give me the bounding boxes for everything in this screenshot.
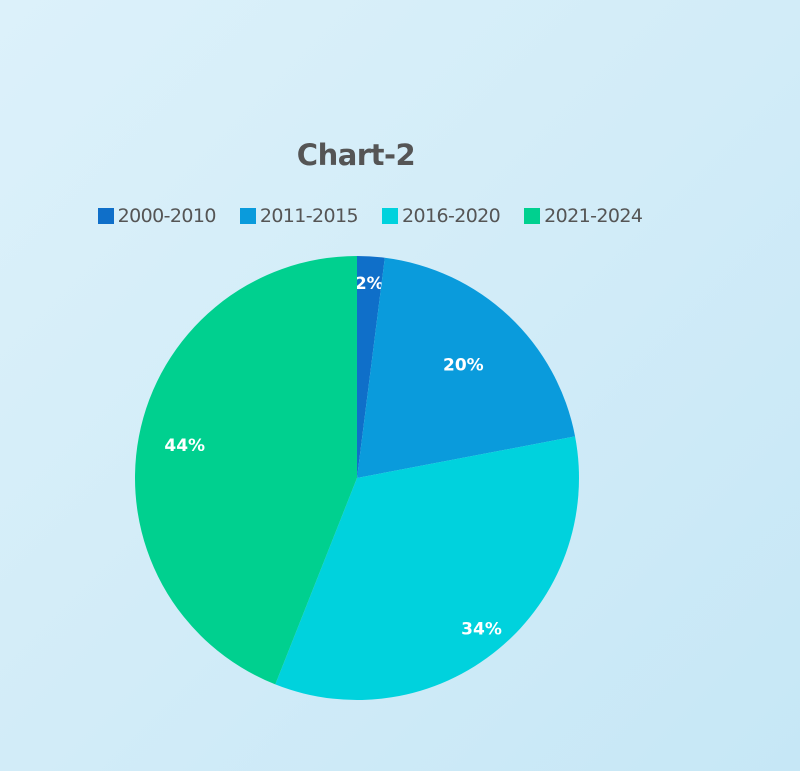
legend-label: 2021-2024 xyxy=(544,205,643,227)
legend-label: 2016-2020 xyxy=(402,205,501,227)
legend-label: 2011-2015 xyxy=(259,205,359,227)
data-label-2021-2024: 44% xyxy=(164,436,205,456)
legend-swatch xyxy=(97,208,114,224)
chart-legend: 2000-2010 2011-2015 2016-2020 2021-2024 xyxy=(0,205,740,227)
legend-label: 2000-2010 xyxy=(117,205,217,227)
pie-slice-2021-2024[interactable] xyxy=(134,256,357,685)
legend-swatch xyxy=(524,208,541,224)
data-label-2016-2020: 34% xyxy=(461,620,502,640)
chart-title: Chart-2 xyxy=(296,138,416,172)
data-label-2000-2010: 2% xyxy=(355,274,384,294)
legend-item-2016-2020[interactable]: 2016-2020 xyxy=(382,205,501,227)
pie-slice-2011-2015[interactable] xyxy=(357,257,576,478)
legend-item-2021-2024[interactable]: 2021-2024 xyxy=(524,205,643,227)
legend-item-2011-2015[interactable]: 2011-2015 xyxy=(239,205,359,227)
legend-swatch xyxy=(239,208,256,224)
data-label-2011-2015: 20% xyxy=(443,356,484,376)
legend-item-2000-2010[interactable]: 2000-2010 xyxy=(97,205,217,227)
legend-swatch xyxy=(382,208,398,224)
pie-slice-2000-2010[interactable] xyxy=(357,256,385,478)
pie-slice-2016-2020[interactable] xyxy=(275,436,579,700)
